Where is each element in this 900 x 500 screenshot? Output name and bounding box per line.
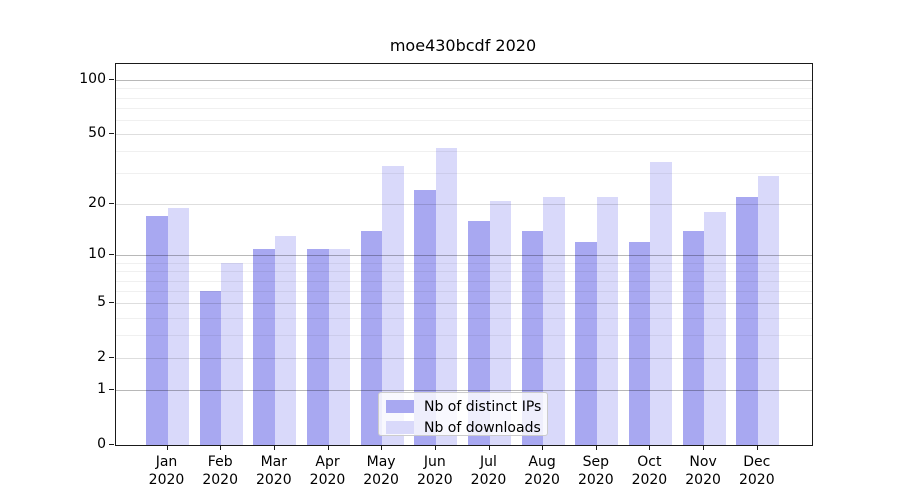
bar-downloads (650, 161, 672, 445)
bar-distinct-ips (146, 216, 168, 445)
gridline-minor (116, 119, 812, 121)
gridline-minor (116, 280, 812, 282)
x-axis-tick (756, 445, 758, 450)
x-axis-tick (166, 445, 168, 450)
y-axis-tick-label: 2 (97, 349, 106, 366)
bar-downloads (704, 212, 726, 445)
y-axis-tick (109, 444, 114, 445)
gridline-minor (116, 88, 812, 90)
y-axis-tick-label: 50 (88, 125, 106, 142)
gridline-major (116, 358, 812, 360)
y-axis-tick (109, 302, 114, 304)
y-axis-tick-label: 1 (97, 381, 106, 398)
x-axis-tick-label: Apr 2020 (309, 454, 346, 488)
x-axis-tick (273, 445, 275, 450)
x-axis-tick (595, 445, 597, 450)
bar-downloads (543, 197, 565, 445)
legend-swatch-downloads (386, 421, 414, 434)
bar-distinct-ips (682, 230, 705, 445)
gridline-major (116, 390, 812, 392)
gridline-major (116, 80, 812, 81)
y-axis-tick (109, 357, 114, 359)
x-axis-tick-label: Oct 2020 (631, 454, 668, 488)
legend-item: Nb of downloads (386, 419, 547, 436)
bar-downloads (435, 147, 458, 445)
y-axis-tick-label: 10 (88, 246, 106, 263)
x-axis-tick-label: May 2020 (363, 454, 399, 488)
bars-layer (116, 64, 812, 445)
x-axis-tick (327, 445, 329, 450)
gridline-minor (116, 107, 812, 109)
x-axis-tick-label: Jan 2020 (148, 454, 185, 488)
bar-distinct-ips (468, 220, 490, 445)
bar-distinct-ips (736, 197, 758, 445)
gridline-major (116, 204, 812, 206)
y-axis-tick (109, 389, 114, 391)
bar-distinct-ips (575, 242, 597, 445)
bar-distinct-ips (414, 190, 436, 445)
bar-downloads (167, 208, 189, 445)
y-axis-tick-label: 5 (97, 294, 106, 311)
bar-downloads (221, 262, 243, 445)
gridline-minor (116, 151, 812, 153)
x-axis-tick-label: Jul 2020 (470, 454, 507, 488)
bar-downloads (328, 248, 350, 445)
legend-item-label: Nb of downloads (424, 419, 541, 436)
x-axis-tick-label: Jun 2020 (416, 454, 453, 488)
x-axis-tick-label: Mar 2020 (255, 454, 292, 488)
x-axis-tick-label: Aug 2020 (524, 454, 560, 488)
grid-layer (116, 64, 812, 445)
y-axis-tick (109, 203, 114, 205)
x-axis-tick (434, 445, 436, 450)
x-axis-tick (381, 445, 383, 450)
y-axis-tick (109, 133, 114, 135)
x-axis-tick (220, 445, 222, 450)
bar-downloads (596, 197, 619, 445)
gridline-minor (116, 173, 812, 175)
bar-downloads (757, 176, 780, 445)
gridline-minor (116, 262, 812, 264)
bar-distinct-ips (360, 230, 383, 445)
legend-item: Nb of distinct IPs (386, 398, 547, 415)
legend-swatch-distinct-ips (386, 400, 414, 413)
bar-distinct-ips (253, 248, 275, 445)
y-axis-tick-label: 100 (79, 71, 106, 87)
gridline-major (116, 134, 812, 136)
bar-downloads (274, 236, 297, 445)
x-axis-tick-label: Sep 2020 (577, 454, 614, 488)
y-axis-tick (109, 79, 114, 80)
x-axis-tick-label: Feb 2020 (202, 454, 239, 488)
x-axis-tick-label: Nov 2020 (685, 454, 721, 488)
bar-downloads (489, 200, 511, 445)
legend: Nb of distinct IPs Nb of downloads (378, 392, 548, 436)
chart-title: moe430bcdf 2020 (389, 36, 537, 55)
bar-distinct-ips (628, 242, 651, 445)
bar-downloads (382, 166, 404, 445)
y-axis-tick (109, 254, 114, 256)
x-axis-tick (649, 445, 651, 450)
y-axis-tick-label: 0 (97, 436, 106, 452)
x-axis-tick (488, 445, 490, 450)
bar-distinct-ips (521, 230, 544, 445)
gridline-minor (116, 271, 812, 273)
bar-distinct-ips (199, 291, 222, 445)
gridline-minor (116, 317, 812, 319)
x-axis-tick-label: Dec 2020 (738, 454, 775, 488)
y-axis-tick-label: 20 (88, 195, 106, 212)
gridline-major (116, 255, 812, 257)
plot-area: Nb of distinct IPs Nb of downloads (115, 63, 813, 446)
x-axis-tick (542, 445, 544, 450)
x-axis-tick (703, 445, 705, 450)
gridline-major (116, 303, 812, 305)
gridline-minor (116, 97, 812, 99)
gridline-minor (116, 291, 812, 293)
bar-distinct-ips (307, 248, 329, 445)
legend-item-label: Nb of distinct IPs (424, 398, 542, 415)
gridline-minor (116, 335, 812, 337)
